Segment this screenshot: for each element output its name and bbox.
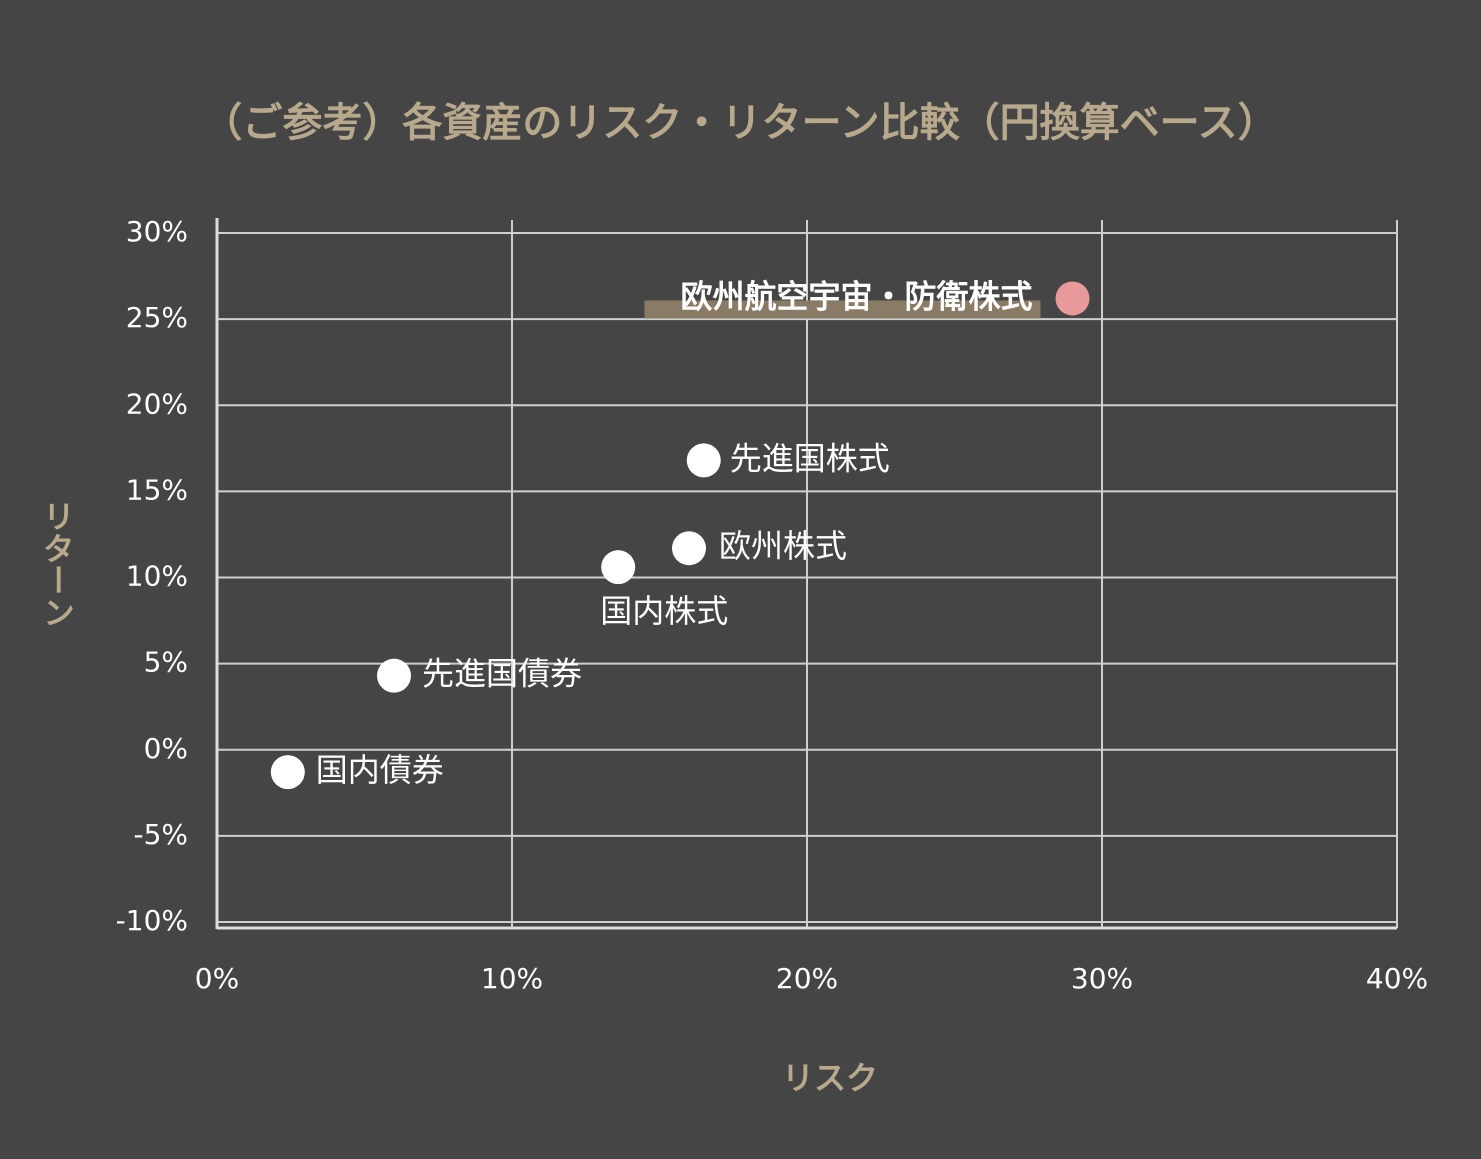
point-label: 先進国株式 bbox=[730, 439, 890, 477]
point-label: 欧州航空宇宙・防衛株式 bbox=[680, 277, 1032, 315]
y-tick-label: 10% bbox=[126, 560, 188, 593]
point-label: 国内株式 bbox=[600, 592, 728, 630]
y-tick-label: -5% bbox=[133, 818, 188, 851]
y-tick-label: 15% bbox=[126, 473, 188, 506]
y-tick-label: 5% bbox=[144, 646, 188, 679]
point bbox=[377, 658, 411, 693]
point bbox=[672, 531, 706, 566]
x-axis-label: リスク bbox=[782, 1059, 878, 1097]
y-tick-label: 30% bbox=[126, 215, 188, 248]
y-tick-label: 20% bbox=[126, 387, 188, 420]
label-highlight bbox=[644, 300, 1041, 319]
chart-title: （ご参考）各資産のリスク・リターン比較（円換算ベース） bbox=[202, 100, 1277, 146]
y-tick-label: 25% bbox=[126, 301, 188, 334]
x-tick-label: 20% bbox=[776, 962, 838, 995]
point-label: 国内債券 bbox=[316, 751, 444, 789]
point-label: 欧州株式 bbox=[719, 527, 847, 565]
y-axis-label: リターン bbox=[38, 500, 76, 628]
y-tick-label: 0% bbox=[144, 732, 188, 765]
point bbox=[601, 550, 636, 585]
point bbox=[270, 755, 305, 790]
point bbox=[1055, 281, 1090, 316]
x-tick-label: 30% bbox=[1071, 962, 1133, 995]
point bbox=[686, 443, 721, 478]
x-tick-label: 10% bbox=[481, 962, 543, 995]
x-tick-label: 40% bbox=[1366, 962, 1428, 995]
x-tick-label: 0% bbox=[195, 962, 239, 995]
point-label: 先進国債券 bbox=[422, 655, 582, 693]
y-tick-label: -10% bbox=[116, 904, 188, 937]
